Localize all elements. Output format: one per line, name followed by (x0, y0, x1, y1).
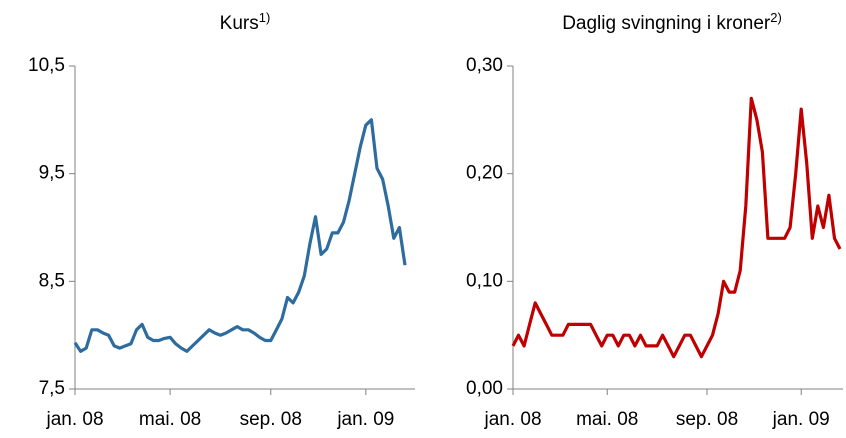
x-tick-label: jan. 08 (483, 409, 541, 430)
data-line (73, 118, 407, 353)
x-tick-label: mai. 08 (576, 409, 638, 430)
y-tick-label: 0,00 (466, 378, 503, 399)
y-tick-label: 7,5 (39, 378, 65, 399)
title-text: Daglig svingning i kroner (562, 13, 771, 34)
x-tick-label: mai. 08 (139, 409, 201, 430)
y-tick-label: 0,20 (466, 163, 503, 184)
title-note: 1) (259, 10, 271, 25)
y-tick-label: 10,5 (28, 55, 65, 76)
y-tick-label: 9,5 (39, 163, 65, 184)
title-text: Kurs (220, 13, 259, 34)
x-tick-label: jan. 09 (772, 409, 830, 430)
x-tick-label: sep. 08 (676, 409, 738, 430)
data-line (511, 96, 842, 359)
y-tick-label: 0,10 (466, 270, 503, 291)
chart-title: Kurs1) (220, 10, 271, 34)
x-tick-label: jan. 08 (45, 409, 103, 430)
title-note: 2) (770, 10, 782, 25)
x-tick-label: sep. 08 (240, 409, 302, 430)
y-tick-label: 8,5 (39, 270, 65, 291)
y-tick-label: 0,30 (466, 55, 503, 76)
chart-title: Daglig svingning i kroner2) (562, 10, 782, 34)
x-tick-label: jan. 09 (336, 409, 394, 430)
